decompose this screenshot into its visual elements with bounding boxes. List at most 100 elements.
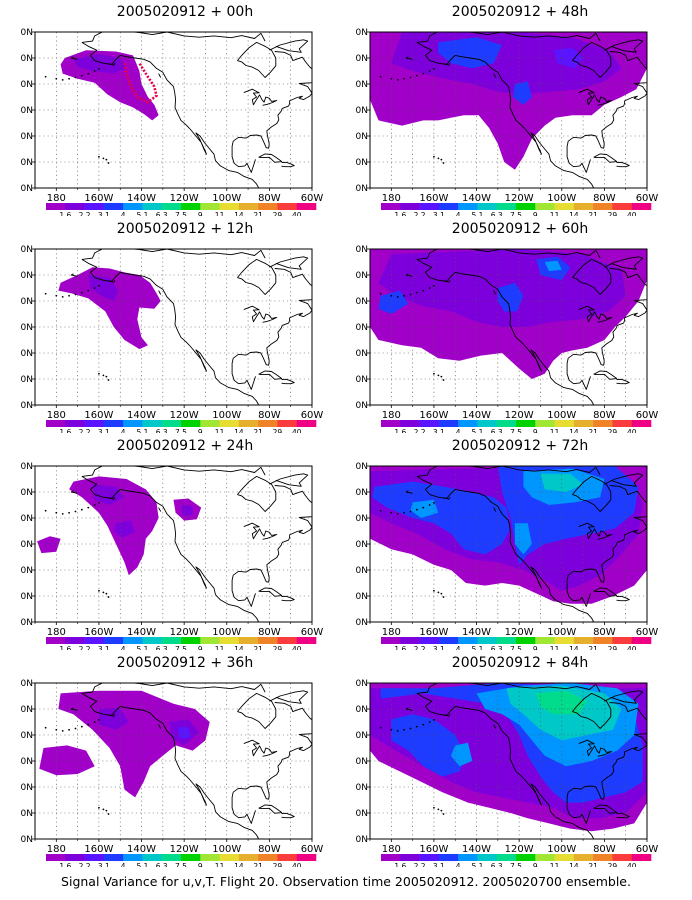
- lon-tick-label: 80W: [593, 627, 616, 638]
- lat-tick-label: 10N: [355, 184, 368, 194]
- lat-tick-label: 30N: [355, 566, 368, 576]
- colorbar-swatch: [123, 637, 143, 644]
- colorbar-label: 1.6: [394, 211, 406, 216]
- lat-tick-label: 70N: [20, 462, 33, 472]
- colorbar-label: 7.5: [175, 428, 187, 433]
- colorbar-swatch: [142, 854, 163, 861]
- colorbar-label: 6.3: [491, 862, 503, 867]
- colorbar-label: 11: [215, 428, 225, 433]
- lon-tick-label: 160W: [419, 627, 448, 638]
- lat-tick-label: 40N: [355, 540, 368, 550]
- colorbar-swatch: [381, 203, 401, 210]
- colorbar-label: 21: [253, 862, 263, 867]
- colorbar-label: 14: [569, 862, 579, 867]
- lon-tick-label: 180: [47, 193, 66, 204]
- lon-tick-label: 100W: [547, 193, 576, 204]
- map-panel-84h: 2005020912 + 84h 10N 20N 30N 40N 50N 60N 70N 180…: [355, 653, 685, 867]
- lat-tick-label: 40N: [355, 757, 368, 767]
- lon-tick-label: 80W: [593, 410, 616, 421]
- lon-tick-label: 80W: [593, 844, 616, 855]
- lat-tick-label: 40N: [355, 323, 368, 333]
- map-svg: 10N 20N 30N 40N 50N 60N 70N 180 160W 140W 120W 100W…: [355, 245, 658, 433]
- lat-tick-label: 40N: [355, 106, 368, 116]
- colorbar-label: 5.1: [136, 862, 148, 867]
- colorbar-swatch: [123, 854, 143, 861]
- colorbar-swatch: [496, 420, 517, 427]
- colorbar: 1.6 2.2 3.1 4 5.1 6.3 7.5 9 11 14 21 29 40: [46, 854, 317, 867]
- colorbar-swatch: [65, 854, 85, 861]
- lon-tick-label: 180: [47, 844, 66, 855]
- colorbar-label: 11: [215, 862, 225, 867]
- colorbar-label: 14: [234, 428, 244, 433]
- colorbar-swatch: [103, 203, 124, 210]
- colorbar-swatch: [438, 203, 459, 210]
- lon-tick-label: 60W: [636, 844, 659, 855]
- variance-contour: [391, 714, 466, 777]
- colorbar-swatch: [258, 420, 278, 427]
- colorbar-label: 40: [292, 862, 302, 867]
- colorbar-swatch: [84, 420, 105, 427]
- colorbar-label: 1.6: [394, 428, 406, 433]
- colorbar-swatch: [46, 854, 66, 861]
- variance-contour: [69, 476, 159, 576]
- panel-title: 2005020912 + 12h: [116, 221, 254, 237]
- coastline: [44, 32, 312, 188]
- lon-tick-label: 180: [382, 410, 401, 421]
- lon-tick-label: 120W: [505, 844, 534, 855]
- colorbar-swatch: [258, 203, 278, 210]
- lon-tick-label: 180: [382, 844, 401, 855]
- lon-tick-label: 140W: [462, 844, 491, 855]
- colorbar-label: 14: [569, 211, 579, 216]
- colorbar-swatch: [181, 203, 201, 210]
- lat-tick-label: 20N: [355, 158, 368, 168]
- colorbar-label: 4: [456, 211, 461, 216]
- lat-tick-label: 70N: [20, 245, 33, 255]
- lon-tick-label: 60W: [301, 627, 324, 638]
- colorbar-swatch: [65, 637, 85, 644]
- colorbar-swatch: [400, 420, 420, 427]
- figure-footer: Signal Variance for u,v,T. Flight 20. Ob…: [61, 874, 631, 889]
- colorbar-label: 2.2: [414, 428, 426, 433]
- colorbar-label: 1.6: [59, 428, 71, 433]
- lon-tick-label: 120W: [170, 844, 199, 855]
- variance-contour: [39, 745, 95, 776]
- lon-tick-label: 160W: [419, 410, 448, 421]
- lon-tick-label: 180: [382, 193, 401, 204]
- lon-tick-label: 100W: [547, 844, 576, 855]
- colorbar-swatch: [458, 854, 478, 861]
- colorbar-label: 4: [456, 862, 461, 867]
- colorbar: 1.6 2.2 3.1 4 5.1 6.3 7.5 9 11 14 21 29 40: [46, 637, 317, 650]
- colorbar-swatch: [161, 854, 182, 861]
- lat-tick-label: 40N: [20, 757, 33, 767]
- colorbar-label: 2.2: [414, 862, 426, 867]
- lon-tick-label: 160W: [84, 193, 113, 204]
- lat-tick-label: 10N: [355, 618, 368, 628]
- colorbar-swatch: [46, 637, 66, 644]
- colorbar-swatch: [612, 420, 633, 427]
- colorbar-label: 11: [550, 428, 560, 433]
- colorbar-swatch: [516, 203, 536, 210]
- colorbar-swatch: [535, 420, 555, 427]
- colorbar-label: 7.5: [510, 211, 522, 216]
- colorbar-swatch: [535, 854, 555, 861]
- colorbar-swatch: [142, 420, 163, 427]
- colorbar-swatch: [46, 203, 66, 210]
- lat-tick-label: 60N: [20, 705, 33, 715]
- lon-tick-label: 100W: [212, 627, 241, 638]
- colorbar-label: 21: [253, 211, 263, 216]
- coastline: [44, 683, 312, 839]
- map-svg: 10N 20N 30N 40N 50N 60N 70N 180 160W 140W 120W 100W…: [20, 462, 324, 650]
- variance-contour: [92, 484, 125, 505]
- colorbar-label: 3.1: [433, 428, 445, 433]
- colorbar-swatch: [277, 203, 298, 210]
- lat-tick-label: 30N: [355, 132, 368, 142]
- lat-tick-label: 60N: [20, 54, 33, 64]
- lat-tick-label: 70N: [355, 28, 368, 38]
- lon-tick-label: 120W: [170, 193, 199, 204]
- colorbar-swatch: [181, 637, 201, 644]
- colorbar-label: 7.5: [510, 645, 522, 650]
- colorbar-swatch: [400, 637, 420, 644]
- colorbar-label: 14: [234, 645, 244, 650]
- lat-tick-label: 40N: [20, 323, 33, 333]
- coastline: [379, 32, 647, 188]
